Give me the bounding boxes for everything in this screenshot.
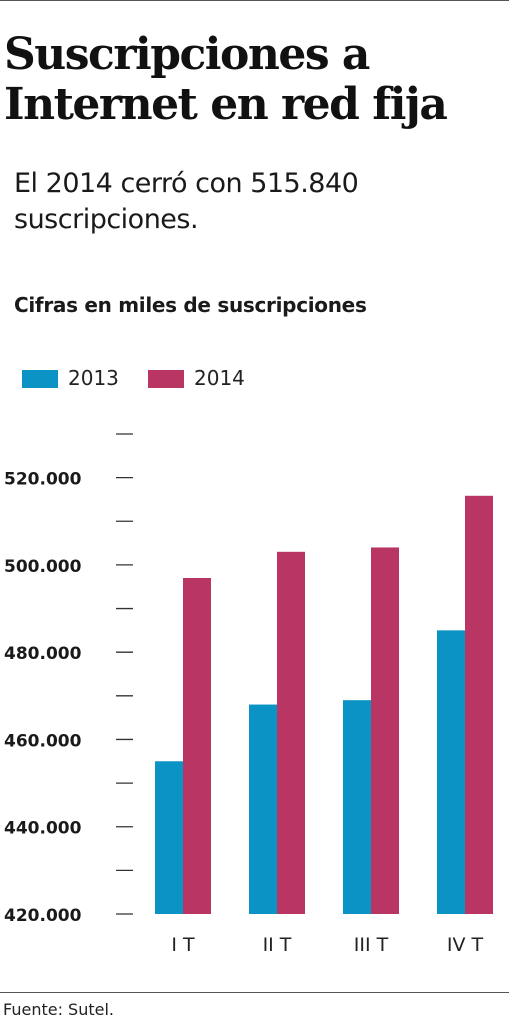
bar-2014-2 xyxy=(371,547,399,914)
x-tick-label-1: II T xyxy=(263,934,292,956)
subtitle-line-2: suscripciones. xyxy=(14,204,199,235)
title-line-2: Internet en red fija xyxy=(4,79,448,130)
legend-swatch-2013 xyxy=(22,370,58,388)
subtitle-line-1: El 2014 cerró con 515.840 xyxy=(14,168,359,199)
chart-subtitle: El 2014 cerró con 515.840 suscripciones. xyxy=(14,166,494,238)
y-tick-label-0: 420.000 xyxy=(4,906,82,926)
source-note: Fuente: Sutel. xyxy=(3,1000,114,1019)
bar-2013-2 xyxy=(343,700,371,914)
bar-2013-3 xyxy=(437,630,465,914)
bar-2013-1 xyxy=(249,704,277,914)
y-tick-label-8: 500.000 xyxy=(4,557,82,577)
bar-chart: 420.000 440.000 460.000 480.000 500.000 520.0… xyxy=(4,433,493,956)
bar-2014-0 xyxy=(183,578,211,914)
bar-2014-3 xyxy=(465,495,493,914)
y-tick-label-4: 460.000 xyxy=(4,731,82,751)
y-tick-label-6: 480.000 xyxy=(4,644,82,664)
top-rule xyxy=(0,0,509,1)
legend-swatch-2014 xyxy=(148,370,184,388)
x-tick-label-3: IV T xyxy=(447,934,484,956)
chart-title: Suscripciones a Internet en red fija xyxy=(4,30,504,130)
bar-2014-1 xyxy=(277,551,305,914)
y-tick-label-2: 440.000 xyxy=(4,819,82,839)
units-label: Cifras en miles de suscripciones xyxy=(14,293,367,317)
legend-label-2013: 2013 xyxy=(68,366,119,390)
bar-2013-0 xyxy=(155,761,183,914)
source-rule xyxy=(0,992,509,993)
title-line-1: Suscripciones a xyxy=(4,29,370,80)
legend-label-2014: 2014 xyxy=(194,366,245,390)
y-tick-label-10: 520.000 xyxy=(4,470,82,490)
x-tick-label-2: III T xyxy=(354,934,389,956)
x-tick-label-0: I T xyxy=(171,934,195,956)
